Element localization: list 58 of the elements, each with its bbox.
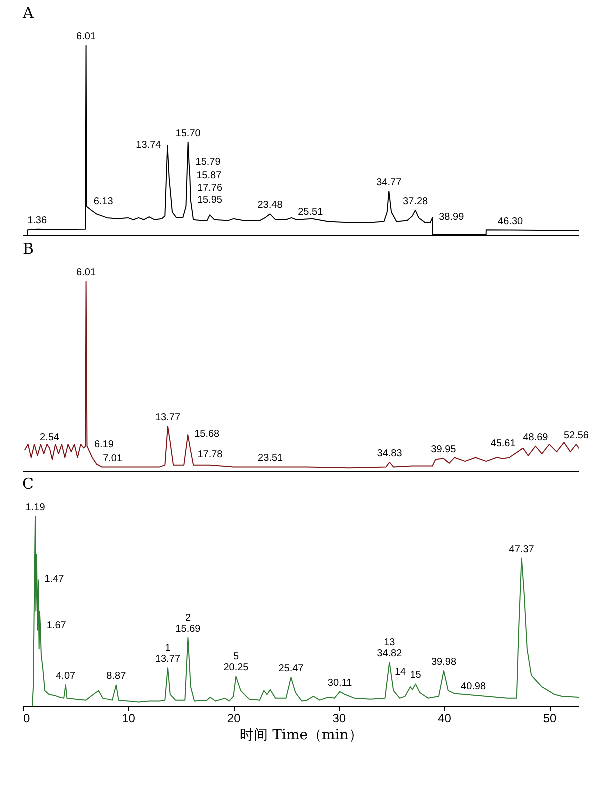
- annotation: 23.48: [258, 200, 284, 212]
- annotation: 20.25: [224, 662, 250, 674]
- annotation: 15.70: [176, 128, 202, 140]
- annotation: 13.74: [136, 140, 162, 152]
- annotation: 39.98: [431, 656, 457, 668]
- annotation: 37.28: [403, 196, 429, 208]
- annotation: 46.30: [498, 216, 524, 228]
- annotation: 1.19: [26, 502, 46, 514]
- annotation: 1.67: [46, 620, 67, 632]
- annotation: 45.61: [490, 438, 516, 450]
- annotation: 1.47: [44, 574, 65, 586]
- annotation: 23.51: [258, 453, 284, 464]
- annotation: 1.36: [28, 215, 48, 226]
- annotation: 52.56: [564, 430, 590, 442]
- annotation: 25.51: [298, 206, 324, 218]
- chart-title: C: [22, 475, 34, 493]
- annotation: 34.77: [376, 177, 402, 188]
- annotation: 2.54: [40, 432, 60, 444]
- chart-title: A: [22, 4, 34, 22]
- annotation: 40.98: [461, 682, 486, 693]
- annotation: 6.01: [76, 32, 96, 43]
- chart-title: B: [23, 240, 34, 258]
- annotation: 4.07: [56, 671, 76, 682]
- annotation: 17.78: [198, 449, 224, 460]
- x-tick-label: 20: [227, 712, 242, 726]
- annotation: 5: [233, 652, 240, 663]
- x-tick-label: 30: [332, 712, 346, 726]
- annotation: 15.79: [196, 157, 222, 168]
- annotation: 15.68: [194, 429, 220, 440]
- annotation: 7.01: [103, 453, 123, 464]
- annotation: 6.13: [94, 196, 114, 208]
- annotation: 6.19: [94, 439, 114, 450]
- annotation: 34.83: [377, 448, 403, 460]
- annotation: 25.47: [278, 664, 304, 675]
- annotation: 39.95: [431, 444, 457, 456]
- x-tick-label: 40: [438, 712, 452, 726]
- annotation: 1: [165, 643, 172, 654]
- annotation: 13.77: [155, 654, 181, 666]
- annotation: 38.99: [439, 212, 465, 223]
- annotation: 13.77: [155, 412, 181, 424]
- annotation: 8.87: [106, 671, 127, 682]
- annotation: 14: [394, 667, 407, 678]
- annotation: 13: [384, 637, 396, 648]
- x-tick-label: 0: [24, 712, 30, 726]
- x-tick-label: 50: [543, 712, 558, 726]
- annotation: 15: [410, 670, 422, 682]
- annotation: 47.37: [509, 544, 535, 556]
- x-axis-title: 时间 Time（min）: [240, 728, 363, 744]
- annotation: 17.76: [198, 183, 223, 194]
- annotation: 15.87: [196, 170, 222, 182]
- x-tick-label: 10: [122, 712, 136, 726]
- annotation: 30.11: [328, 678, 353, 689]
- annotation: 48.69: [523, 432, 549, 444]
- annotation: 34.82: [377, 648, 403, 660]
- annotation: 15.95: [197, 194, 223, 206]
- annotation: 2: [185, 612, 192, 624]
- annotation: 15.69: [176, 624, 202, 635]
- annotation: 6.01: [76, 268, 96, 279]
